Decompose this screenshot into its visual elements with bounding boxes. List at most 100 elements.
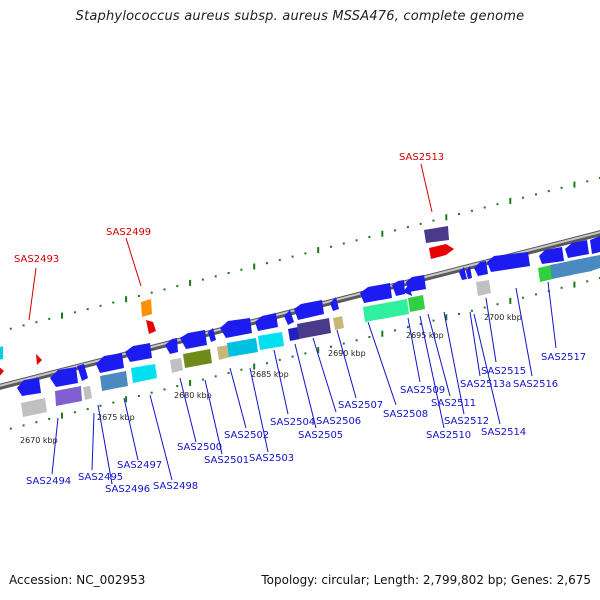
gene-box[interactable] [476, 280, 491, 296]
minor-tick [560, 286, 563, 289]
gene-box[interactable] [538, 265, 553, 282]
gene-box[interactable] [141, 299, 152, 317]
gene-label[interactable]: SAS2509 [400, 385, 445, 396]
gene-arrow[interactable] [77, 364, 88, 381]
upper-gene-labels: SAS2493 SAS2499 SAS2513 [14, 152, 444, 321]
gene-arrow[interactable] [180, 330, 207, 349]
minor-tick [342, 342, 345, 345]
minor-tick [406, 226, 409, 229]
minor-tick [394, 329, 397, 332]
gene-box[interactable] [258, 332, 284, 350]
gene-label[interactable]: SAS2502 [224, 430, 269, 441]
gene-label[interactable]: SAS2508 [383, 409, 428, 420]
gene-box[interactable] [333, 316, 344, 330]
gene-arrow[interactable] [0, 366, 4, 378]
gene-label[interactable]: SAS2507 [338, 400, 383, 411]
gene-box[interactable] [569, 257, 592, 275]
gene-box[interactable] [550, 261, 572, 279]
gene-label[interactable]: SAS2499 [106, 227, 151, 238]
gene-arrow[interactable] [392, 280, 405, 296]
gene-label[interactable]: SAS2494 [26, 476, 71, 487]
gene-arrow[interactable] [474, 261, 488, 276]
gene-arrow[interactable] [590, 236, 600, 254]
gene-arrow[interactable] [330, 297, 339, 311]
minor-tick [483, 306, 486, 309]
gene-arrow[interactable] [565, 240, 589, 258]
minor-tick [496, 303, 499, 306]
gene-label[interactable]: SAS2496 [105, 484, 150, 495]
gene-arrow[interactable] [220, 318, 252, 338]
gene-arrow[interactable] [487, 252, 530, 272]
gene-label[interactable]: SAS2510 [426, 430, 471, 441]
minor-tick [163, 288, 166, 291]
gene-label[interactable]: SAS2493 [14, 254, 59, 265]
gene-arrow[interactable] [255, 313, 278, 331]
gene-box[interactable] [408, 295, 425, 312]
minor-tick [291, 355, 294, 358]
gene-box[interactable] [55, 386, 82, 406]
minor-tick [201, 378, 204, 381]
gene-box[interactable] [227, 338, 258, 357]
gene-label[interactable]: SAS2503 [249, 453, 294, 464]
gene-arrow[interactable] [406, 275, 426, 292]
gene-label[interactable]: SAS2517 [541, 352, 586, 363]
gene-box[interactable] [183, 349, 212, 368]
gene-arrow[interactable] [36, 354, 42, 365]
gene-arrow[interactable] [466, 266, 472, 279]
minor-tick [291, 255, 294, 258]
gene-box[interactable] [170, 358, 183, 373]
gene-arrow[interactable] [208, 328, 216, 342]
gene-box[interactable] [297, 318, 331, 339]
minor-tick [586, 180, 589, 183]
map-title: Staphylococcus aureus subsp. aureus MSSA… [75, 9, 525, 24]
gene-label[interactable]: SAS2511 [431, 398, 476, 409]
gene-label[interactable]: SAS2498 [153, 481, 198, 492]
gene-box[interactable] [363, 299, 409, 322]
gene-arrow[interactable] [284, 310, 294, 325]
scale-tick-label: 2675 kbp [97, 413, 135, 422]
gene-arrow[interactable] [539, 247, 564, 264]
gene-label[interactable]: SAS2501 [204, 455, 249, 466]
gene-label[interactable]: SAS2514 [481, 427, 526, 438]
minor-tick [99, 404, 102, 407]
gene-arrow[interactable] [96, 353, 124, 373]
gene-arrow[interactable] [17, 378, 41, 396]
major-tick [61, 312, 63, 319]
gene-label[interactable]: SAS2513a [460, 379, 511, 390]
gene-arrow[interactable] [146, 320, 156, 334]
minor-tick [406, 326, 409, 329]
gene-label[interactable]: SAS2500 [177, 442, 222, 453]
gene-arrow[interactable] [50, 367, 78, 387]
gene-arrow[interactable] [360, 283, 392, 303]
major-tick [509, 197, 512, 204]
gene-box[interactable] [131, 364, 157, 383]
gene-label[interactable]: SAS2513 [399, 152, 444, 163]
gene-box[interactable] [21, 398, 47, 417]
minor-tick [86, 308, 89, 311]
gene-box[interactable] [589, 255, 600, 271]
gene-label[interactable]: SAS2497 [117, 460, 162, 471]
gene-label[interactable]: SAS2512 [444, 416, 489, 427]
gene-arrow[interactable] [294, 300, 324, 320]
gene-box[interactable] [100, 371, 128, 391]
gene-box[interactable] [424, 226, 449, 243]
gene-arrow[interactable] [459, 267, 467, 280]
gene-label[interactable]: SAS2505 [298, 430, 343, 441]
gene-arrow[interactable] [403, 284, 412, 296]
minor-tick [227, 372, 230, 374]
gene-label[interactable]: SAS2495 [78, 472, 123, 483]
minor-tick [419, 222, 422, 225]
gene-arrow[interactable] [0, 346, 3, 360]
lower-gene-labels [51, 281, 557, 485]
gene-label[interactable]: SAS2504 [270, 417, 315, 428]
gene-label[interactable]: SAS2506 [316, 416, 361, 427]
gene-label[interactable]: SAS2515 [481, 366, 526, 377]
gene-box[interactable] [83, 386, 92, 400]
minor-tick [342, 242, 345, 245]
gene-box[interactable] [217, 345, 230, 360]
gene-box[interactable] [288, 327, 300, 341]
gene-arrow[interactable] [165, 338, 178, 354]
gene-arrow[interactable] [125, 343, 152, 362]
gene-arrow[interactable] [429, 244, 454, 259]
gene-label[interactable]: SAS2516 [513, 379, 558, 390]
